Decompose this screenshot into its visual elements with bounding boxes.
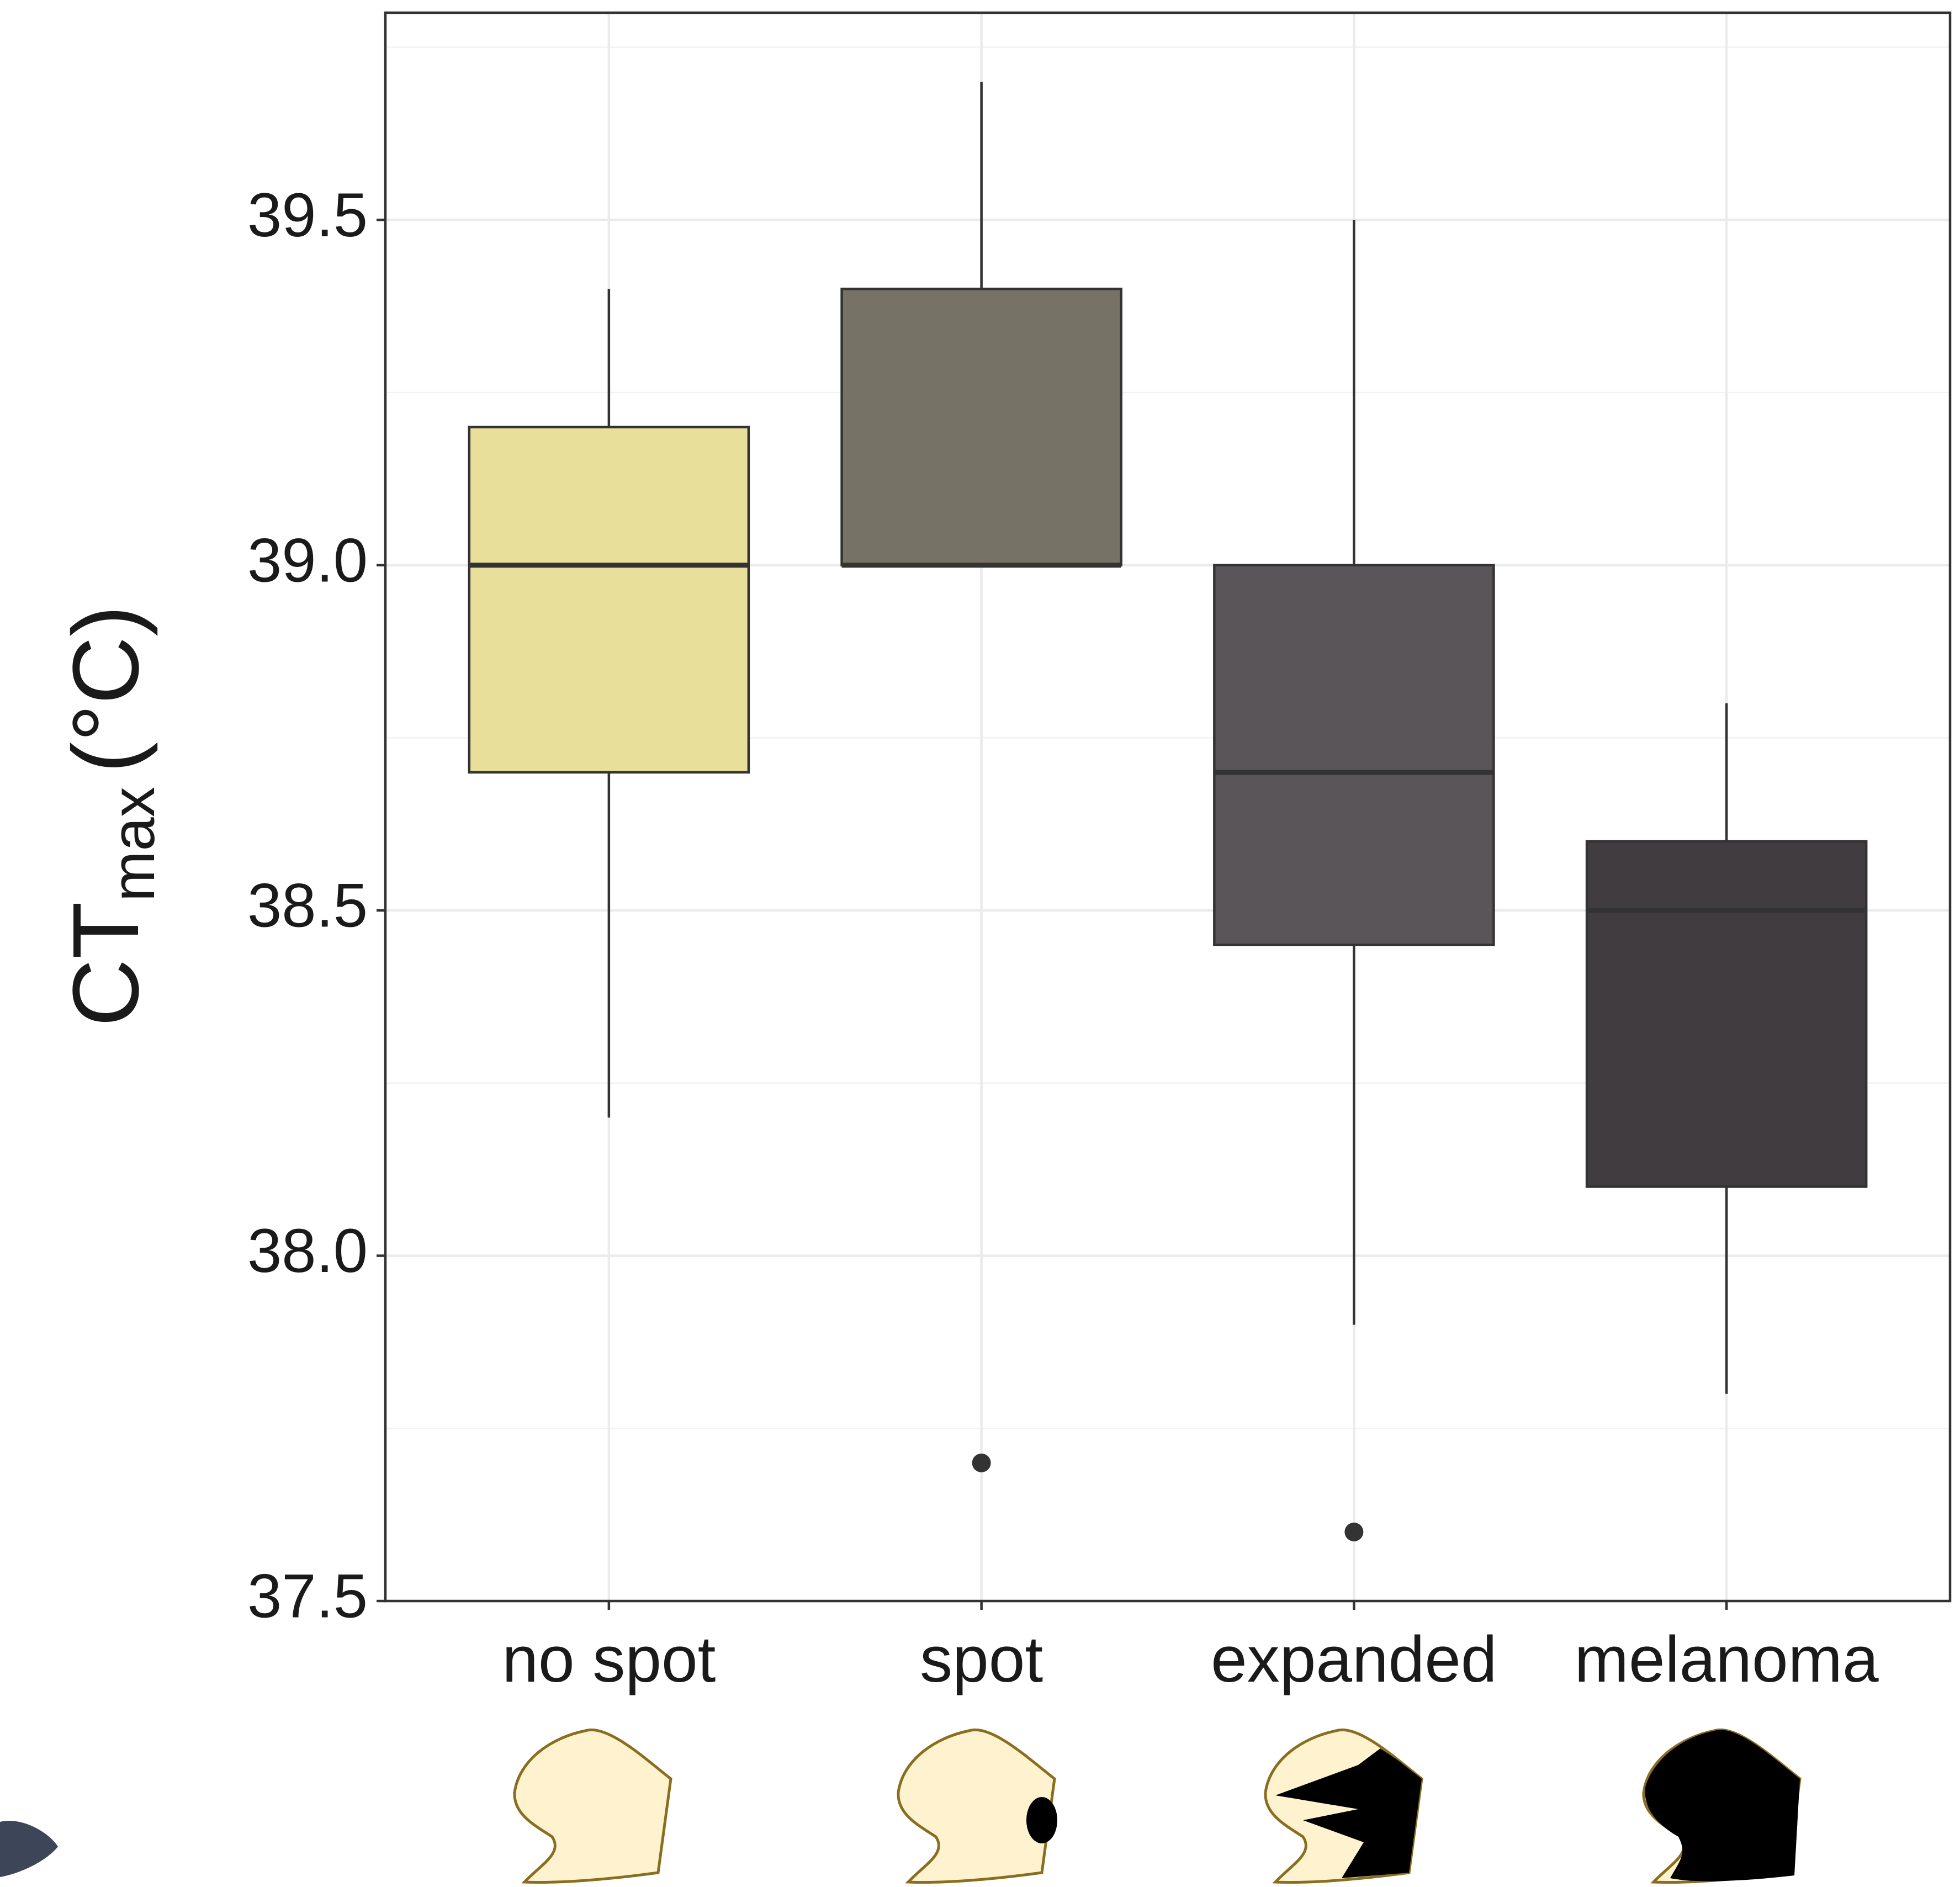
x-tick-label: spot [920,1623,1043,1696]
plot: 37.5 38.0 38.5 39.0 39.5 no spot spot expanded m… [247,13,1950,1696]
box [842,289,1121,565]
y-title-sub: max [99,787,167,902]
outlier [1344,1523,1363,1541]
x-tick-label: expanded [1211,1623,1497,1696]
box [1587,841,1866,1186]
axis-title: CTmax (°C) [54,605,167,1026]
y-tick-label: 38.0 [247,1216,368,1285]
y-tick-label: 39.5 [247,181,368,250]
panel-border [385,13,1950,1601]
fish-fragment [0,1821,58,1877]
y-tick-label: 37.5 [247,1562,368,1631]
box [1214,565,1493,945]
icon-melanoma [1644,1730,1800,1882]
x-tick-label: melanoma [1575,1623,1879,1696]
outlier [972,1454,991,1472]
y-title-unit: (°C) [54,605,158,773]
y-tick-label: 38.5 [247,871,368,940]
chart: CTmax (°C) 37.5 38.0 38.5 39.0 39.5 no spot spo… [0,0,1960,1887]
box [469,427,749,772]
icon-spot [898,1730,1057,1882]
icon-no-spot [515,1730,671,1882]
y-title-main: CT [54,902,158,1027]
icon-expanded [1265,1730,1422,1882]
y-axis-title: CTmax (°C) [54,605,167,1026]
y-tick-label: 39.0 [247,526,368,595]
icons [515,1730,1800,1882]
x-tick-label: no spot [502,1623,716,1696]
